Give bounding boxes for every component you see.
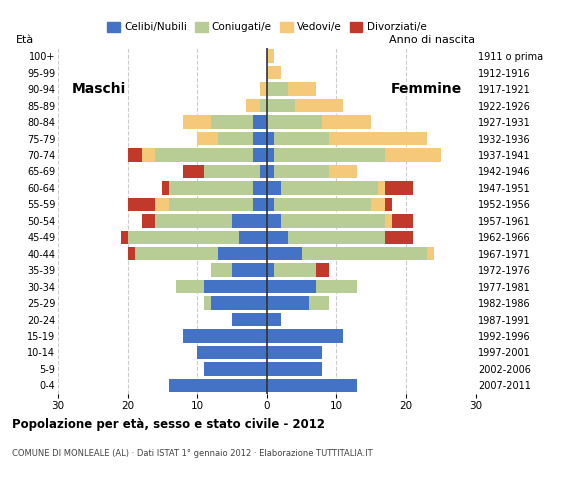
Bar [267, 313, 281, 326]
Bar [281, 214, 385, 228]
Bar [267, 83, 288, 96]
Bar [385, 214, 392, 228]
Bar [211, 296, 267, 310]
Bar [169, 379, 267, 392]
Bar [267, 264, 274, 277]
Bar [385, 230, 413, 244]
Bar [267, 165, 274, 178]
Bar [232, 313, 267, 326]
Bar [385, 181, 413, 194]
Bar [309, 296, 329, 310]
Bar [162, 181, 169, 194]
Bar [329, 165, 357, 178]
Bar [274, 132, 329, 145]
Bar [267, 198, 274, 211]
Bar [204, 296, 211, 310]
Bar [211, 264, 232, 277]
Bar [232, 214, 267, 228]
Text: Maschi: Maschi [72, 82, 126, 96]
Bar [281, 181, 378, 194]
Bar [128, 198, 155, 211]
Bar [142, 148, 155, 162]
Bar [183, 165, 204, 178]
Bar [267, 115, 322, 129]
Bar [267, 66, 281, 79]
Bar [128, 230, 239, 244]
Bar [155, 198, 169, 211]
Bar [183, 329, 267, 343]
Text: Femmine: Femmine [390, 82, 462, 96]
Bar [392, 214, 413, 228]
Bar [218, 132, 253, 145]
Bar [155, 214, 232, 228]
Bar [218, 247, 267, 261]
Bar [274, 198, 371, 211]
Bar [253, 148, 267, 162]
Bar [169, 198, 253, 211]
Bar [288, 230, 385, 244]
Bar [267, 362, 322, 376]
Bar [267, 379, 357, 392]
Bar [232, 264, 267, 277]
Bar [427, 247, 434, 261]
Bar [274, 264, 316, 277]
Bar [121, 230, 128, 244]
Bar [267, 214, 281, 228]
Bar [176, 280, 204, 293]
Bar [246, 99, 260, 112]
Bar [253, 181, 267, 194]
Bar [169, 181, 253, 194]
Bar [302, 247, 427, 261]
Bar [204, 362, 267, 376]
Bar [267, 230, 288, 244]
Bar [260, 99, 267, 112]
Bar [267, 181, 281, 194]
Bar [385, 198, 392, 211]
Bar [385, 148, 441, 162]
Bar [142, 214, 155, 228]
Bar [322, 115, 371, 129]
Bar [267, 346, 322, 359]
Bar [197, 132, 218, 145]
Bar [128, 247, 135, 261]
Bar [371, 198, 385, 211]
Bar [253, 132, 267, 145]
Bar [288, 83, 316, 96]
Text: Età: Età [16, 35, 34, 45]
Bar [295, 99, 343, 112]
Bar [128, 148, 142, 162]
Text: COMUNE DI MONLEALE (AL) · Dati ISTAT 1° gennaio 2012 · Elaborazione TUTTITALIA.I: COMUNE DI MONLEALE (AL) · Dati ISTAT 1° … [12, 449, 372, 458]
Bar [204, 165, 260, 178]
Bar [267, 49, 274, 63]
Bar [267, 247, 302, 261]
Bar [183, 115, 211, 129]
Bar [253, 115, 267, 129]
Bar [274, 148, 385, 162]
Bar [155, 148, 253, 162]
Bar [329, 132, 427, 145]
Bar [204, 280, 267, 293]
Bar [267, 132, 274, 145]
Bar [316, 280, 357, 293]
Bar [267, 148, 274, 162]
Bar [267, 329, 343, 343]
Bar [260, 83, 267, 96]
Legend: Celibi/Nubili, Coniugati/e, Vedovi/e, Divorziati/e: Celibi/Nubili, Coniugati/e, Vedovi/e, Di… [107, 22, 426, 33]
Bar [267, 280, 316, 293]
Bar [316, 264, 329, 277]
Bar [239, 230, 267, 244]
Bar [267, 99, 295, 112]
Text: Popolazione per età, sesso e stato civile - 2012: Popolazione per età, sesso e stato civil… [12, 418, 325, 431]
Text: Anno di nascita: Anno di nascita [390, 35, 476, 45]
Bar [267, 296, 309, 310]
Bar [378, 181, 385, 194]
Bar [211, 115, 253, 129]
Bar [135, 247, 218, 261]
Bar [197, 346, 267, 359]
Bar [274, 165, 329, 178]
Bar [253, 198, 267, 211]
Bar [260, 165, 267, 178]
